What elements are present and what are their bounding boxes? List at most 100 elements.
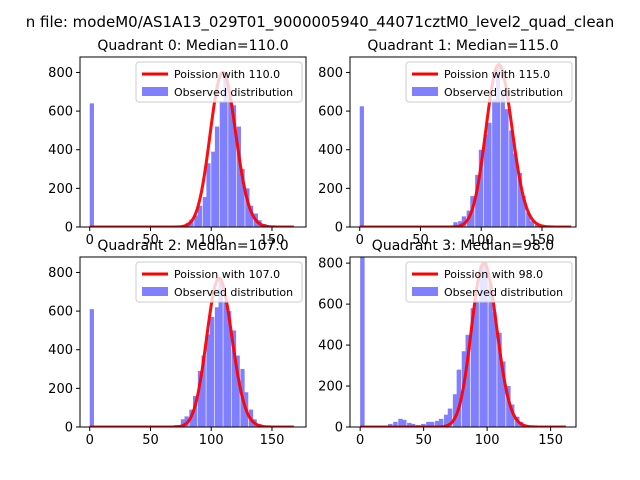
histogram-bar [483, 263, 488, 427]
legend-poisson-label: Poission with 110.0 [174, 68, 280, 81]
y-tick-label: 800 [318, 257, 343, 272]
histogram-bar [210, 316, 215, 427]
y-tick-label: 200 [48, 382, 73, 397]
subplot-title: Quadrant 1: Median=115.0 [367, 38, 558, 54]
poisson-curve [359, 63, 572, 227]
histogram-bar [223, 72, 228, 227]
histogram-bar [235, 355, 240, 427]
histogram-bar [359, 106, 364, 227]
histogram-bar [492, 312, 497, 427]
y-tick-label: 800 [48, 266, 73, 281]
y-tick-label: 200 [48, 182, 73, 197]
subplot-title: Quadrant 3: Median=98.0 [372, 238, 554, 254]
x-tick-label: 150 [260, 233, 285, 248]
axes-frame [349, 56, 577, 228]
legend-box [405, 61, 573, 103]
histogram-bar [407, 422, 412, 427]
histogram-bar [197, 370, 203, 427]
legend-box [135, 261, 303, 303]
y-tick-label: 800 [48, 66, 73, 81]
legend: Poission with 115.0 Observed distribution [405, 61, 573, 103]
histogram-bar [479, 265, 484, 427]
x-tick-label: 100 [199, 433, 224, 448]
histogram-bar [526, 212, 531, 227]
histogram-bar [197, 205, 203, 227]
subplot-title: Quadrant 2: Median=107.0 [97, 238, 288, 254]
y-tick-label: 600 [318, 105, 343, 120]
histogram-bar [447, 408, 453, 427]
legend-histogram-swatch [412, 87, 438, 96]
histogram-bar [360, 257, 365, 427]
histogram-bar [458, 221, 463, 227]
histogram-bar [478, 149, 484, 227]
histogram-bar [497, 332, 502, 427]
histogram-bar [219, 101, 224, 227]
y-tick-label: 0 [65, 221, 73, 236]
histogram-bar [228, 91, 233, 227]
histogram-bar [393, 421, 398, 427]
legend-histogram-label: Observed distribution [444, 286, 563, 299]
x-tick-label: 50 [142, 433, 159, 448]
histogram-bar [426, 421, 431, 427]
histogram-bars [359, 64, 539, 227]
legend-histogram-label: Observed distribution [174, 86, 293, 99]
y-tick-label: 0 [335, 221, 343, 236]
x-tick-label: 150 [260, 433, 285, 448]
legend-histogram-swatch [142, 87, 168, 96]
histogram-bar [214, 307, 220, 427]
x-tick-label: 0 [86, 433, 94, 448]
y-tick-label: 400 [48, 143, 73, 158]
legend-box [135, 61, 303, 103]
y-tick-label: 400 [48, 343, 73, 358]
x-tick-label: 50 [415, 433, 432, 448]
y-tick-label: 400 [318, 143, 343, 158]
histogram-bar [512, 153, 518, 227]
poisson-curve [89, 276, 294, 427]
axes-frame [79, 56, 307, 228]
legend-poisson-label: Poission with 98.0 [444, 268, 543, 281]
subplot-quadrant-0: 0 50 100 150 0 200 400 600 800 Poission with 110.… [48, 38, 307, 248]
legend-histogram-swatch [142, 287, 168, 296]
histogram-bar [488, 283, 493, 427]
histogram-bar [245, 188, 250, 227]
subplot-quadrant-1: 0 50 100 150 0 200 400 600 800 Poission with 115.… [318, 38, 577, 248]
figure-suptitle: n file: modeM0/AS1A13_029T01_9000005940_… [26, 13, 615, 32]
legend-histogram-label: Observed distribution [174, 286, 293, 299]
legend-poisson-label: Poission with 115.0 [444, 68, 550, 81]
x-tick-label: 0 [86, 233, 94, 248]
y-tick-label: 200 [318, 380, 343, 395]
histogram-bar [231, 105, 237, 227]
histogram-bar [194, 215, 199, 227]
legend: Poission with 107.0 Observed distribution [135, 261, 303, 303]
histogram-bar [500, 89, 505, 227]
legend: Poission with 110.0 Observed distribution [135, 61, 303, 103]
histogram-bar [201, 355, 206, 427]
histogram-bar [456, 369, 462, 427]
subplot-quadrant-2: 0 50 100 150 0 200 400 600 800 Poission with 107.… [48, 238, 307, 448]
axes-frame [79, 256, 307, 428]
histogram-bar [223, 301, 228, 427]
histogram-bar [236, 126, 241, 227]
histogram-bar [495, 64, 501, 227]
histogram-bar [470, 308, 476, 427]
histogram-bar [421, 423, 426, 427]
x-tick-label: 0 [356, 233, 364, 248]
histogram-bar [429, 421, 435, 427]
histogram-bar [410, 423, 416, 427]
x-tick-label: 150 [538, 433, 563, 448]
x-tick-label: 50 [412, 233, 429, 248]
x-tick-label: 100 [469, 233, 494, 248]
histogram-bar [443, 414, 449, 427]
histogram-bar [474, 300, 479, 427]
histogram-bar [206, 163, 211, 227]
histogram-bar [501, 361, 506, 427]
axes-frame [349, 256, 577, 428]
subplot-title: Quadrant 0: Median=110.0 [97, 38, 288, 54]
histogram-bar [509, 130, 514, 227]
y-tick-label: 800 [318, 66, 343, 81]
legend-histogram-label: Observed distribution [444, 86, 563, 99]
histogram-bar [504, 109, 509, 227]
histogram-bar [483, 134, 488, 227]
histogram-bar [506, 386, 511, 427]
histogram-bar [180, 419, 186, 427]
